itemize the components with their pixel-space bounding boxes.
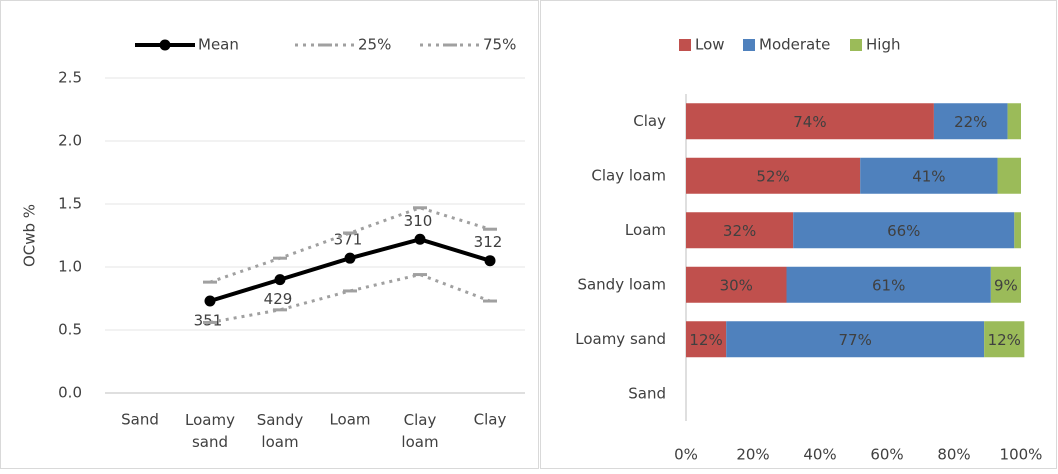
bar-segment: [997, 157, 1021, 194]
point-marker: [344, 252, 356, 264]
bar-segment: [984, 321, 1025, 358]
y-tick-label: Sand: [628, 384, 666, 402]
x-tick-label: 0%: [674, 446, 698, 464]
left-panel: [0, 0, 539, 469]
bar-segment: [686, 266, 787, 303]
bar-segment: [793, 212, 1015, 249]
bar-segment: [933, 103, 1008, 140]
y-tick-label: 1.0: [58, 258, 82, 276]
data-label: 22%: [954, 113, 987, 131]
data-label: 52%: [756, 167, 789, 185]
legend-label: 25%: [358, 36, 391, 54]
x-tick-label: 60%: [870, 446, 903, 464]
data-label: 74%: [793, 113, 826, 131]
legend-swatch: [850, 39, 862, 51]
data-label: 12%: [988, 331, 1021, 349]
legend-label: Moderate: [759, 36, 830, 54]
y-tick-label: Loamy sand: [575, 330, 666, 348]
legend-swatch: [743, 39, 755, 51]
data-label: 41%: [912, 167, 945, 185]
series-line: [209, 272, 491, 324]
point-marker: [484, 255, 496, 267]
bar-segment: [686, 103, 934, 140]
y-axis-label: OCwb %: [21, 204, 39, 267]
y-tick-label: 2.0: [58, 132, 82, 150]
legend-label: 75%: [483, 36, 516, 54]
legend-marker: [159, 39, 171, 51]
x-tick-label: Loam: [329, 411, 370, 429]
x-tick-label: Clay: [474, 411, 507, 429]
y-tick-label: Clay: [633, 112, 666, 130]
x-tick-label: Sandy loam: [257, 411, 304, 451]
x-tick-label: 80%: [937, 446, 970, 464]
bar-segment: [686, 212, 794, 249]
point-marker: [204, 295, 216, 307]
point-label: 429: [264, 290, 293, 308]
x-tick-label: 20%: [736, 446, 769, 464]
bar-segment: [786, 266, 991, 303]
x-tick-label: Loamy sand: [185, 411, 235, 451]
data-label: 61%: [872, 276, 905, 294]
series-line: [209, 206, 491, 284]
data-label: 12%: [689, 331, 722, 349]
data-label: 30%: [720, 276, 753, 294]
x-tick-label: Clay loam: [401, 411, 438, 451]
y-tick-label: Sandy loam: [577, 275, 666, 293]
bar-segment: [686, 321, 727, 358]
legend-swatch: [679, 39, 691, 51]
point-label: 312: [474, 233, 503, 251]
y-tick-label: 0.5: [58, 321, 82, 339]
bar-segment: [860, 157, 998, 194]
point-label: 351: [194, 312, 223, 330]
y-tick-label: Loam: [625, 221, 666, 239]
point-label: 371: [334, 231, 363, 249]
data-label: 77%: [839, 331, 872, 349]
right-panel: [540, 0, 1057, 469]
y-tick-label: 0.0: [58, 384, 82, 402]
point-marker: [274, 274, 286, 286]
point-marker: [414, 233, 426, 245]
bar-segment: [686, 157, 861, 194]
point-label: 310: [404, 212, 433, 230]
data-label: 32%: [723, 222, 756, 240]
data-label: 9%: [994, 276, 1018, 294]
bar-segment: [726, 321, 985, 358]
y-tick-label: 2.5: [58, 69, 82, 87]
y-tick-label: 1.5: [58, 195, 82, 213]
legend-label: High: [866, 36, 900, 54]
x-tick-label: 100%: [1000, 446, 1043, 464]
data-label: 66%: [887, 222, 920, 240]
y-tick-label: Clay loam: [591, 166, 666, 184]
bar-segment: [1014, 212, 1021, 249]
x-tick-label: Sand: [121, 411, 159, 429]
x-tick-label: 40%: [803, 446, 836, 464]
bar-segment: [1007, 103, 1021, 140]
legend-label: Low: [695, 36, 725, 54]
legend-label: Mean: [198, 36, 239, 54]
bar-segment: [990, 266, 1021, 303]
